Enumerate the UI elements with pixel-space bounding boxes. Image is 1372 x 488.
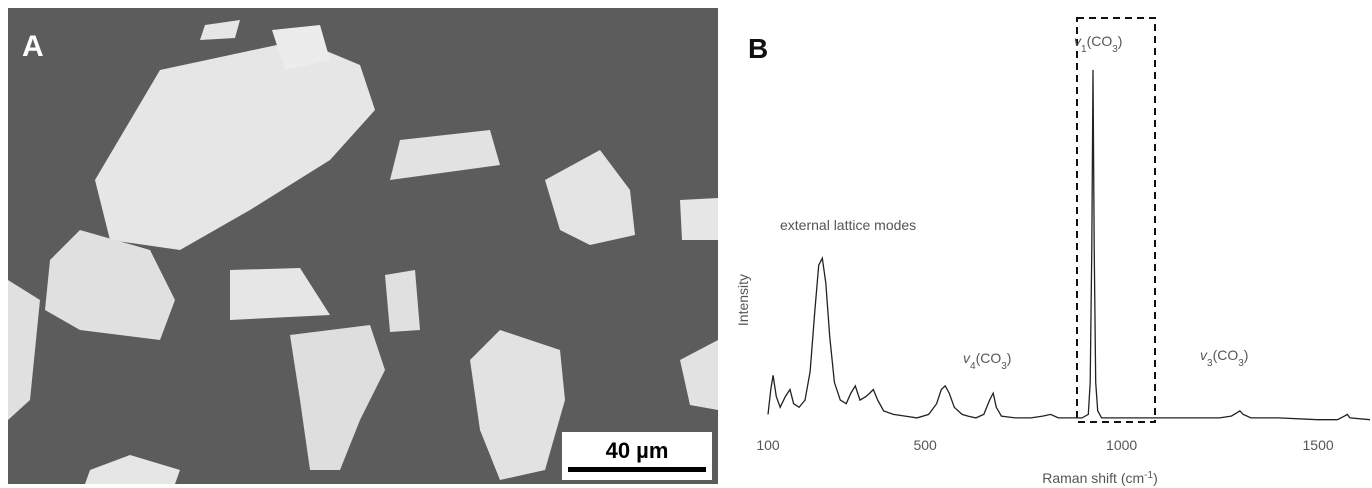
label-part: v bbox=[963, 350, 971, 366]
label-part: (CO bbox=[1087, 33, 1113, 49]
rich-label: external lattice modes bbox=[780, 217, 916, 233]
label-part: v bbox=[1074, 33, 1082, 49]
rich-label: v1(CO3) bbox=[1074, 33, 1122, 55]
label-part: ) bbox=[1153, 470, 1158, 486]
label-part: external lattice modes bbox=[780, 217, 916, 233]
highlight-box bbox=[1076, 17, 1156, 423]
label-part: 4 bbox=[970, 361, 976, 372]
crystal bbox=[200, 20, 240, 40]
crystal bbox=[272, 25, 330, 70]
label-part: ) bbox=[1244, 347, 1249, 363]
scale-bar bbox=[568, 467, 706, 472]
crystal bbox=[230, 268, 330, 320]
crystal bbox=[680, 198, 718, 240]
crystal bbox=[680, 340, 718, 410]
spectrum-chart: B Intensity bbox=[735, 17, 1156, 423]
crystal bbox=[390, 130, 500, 180]
panel-label: B bbox=[748, 33, 768, 64]
rich-label: Raman shift (cm-1) bbox=[1042, 470, 1158, 487]
crystal bbox=[8, 280, 40, 420]
label-part: ) bbox=[1007, 350, 1012, 366]
label-part: v bbox=[1200, 347, 1208, 363]
scale-bar-label: 40 µm bbox=[606, 438, 669, 463]
panel-label: A bbox=[22, 30, 44, 63]
label-part: 3 bbox=[1001, 361, 1007, 372]
label-part: 3 bbox=[1238, 358, 1244, 369]
label-part: -1 bbox=[1144, 470, 1153, 481]
x-tick-label: 1500 bbox=[1303, 437, 1334, 453]
crystal bbox=[95, 40, 375, 250]
x-tick-label: 100 bbox=[756, 437, 780, 453]
label-part: Raman shift (cm bbox=[1042, 470, 1144, 486]
crystal bbox=[545, 150, 635, 245]
x-tick-label: 1000 bbox=[1106, 437, 1137, 453]
crystal bbox=[85, 455, 180, 484]
label-part: ) bbox=[1118, 33, 1123, 49]
crystal bbox=[385, 270, 420, 332]
sem-image: A 40 µm bbox=[8, 8, 718, 484]
label-part: (CO bbox=[1213, 347, 1239, 363]
label-part: 1 bbox=[1081, 44, 1087, 55]
y-axis-label: Intensity bbox=[735, 274, 751, 326]
rich-label: v3(CO3) bbox=[1200, 347, 1248, 369]
spectrum-line bbox=[767, 69, 1371, 421]
crystal bbox=[45, 230, 175, 340]
x-tick-label: 500 bbox=[913, 437, 937, 453]
label-part: 3 bbox=[1207, 358, 1213, 369]
rich-label: v4(CO3) bbox=[963, 350, 1011, 372]
crystal bbox=[290, 325, 385, 470]
label-part: (CO bbox=[976, 350, 1002, 366]
label-part: 3 bbox=[1112, 44, 1118, 55]
crystal bbox=[470, 330, 565, 480]
